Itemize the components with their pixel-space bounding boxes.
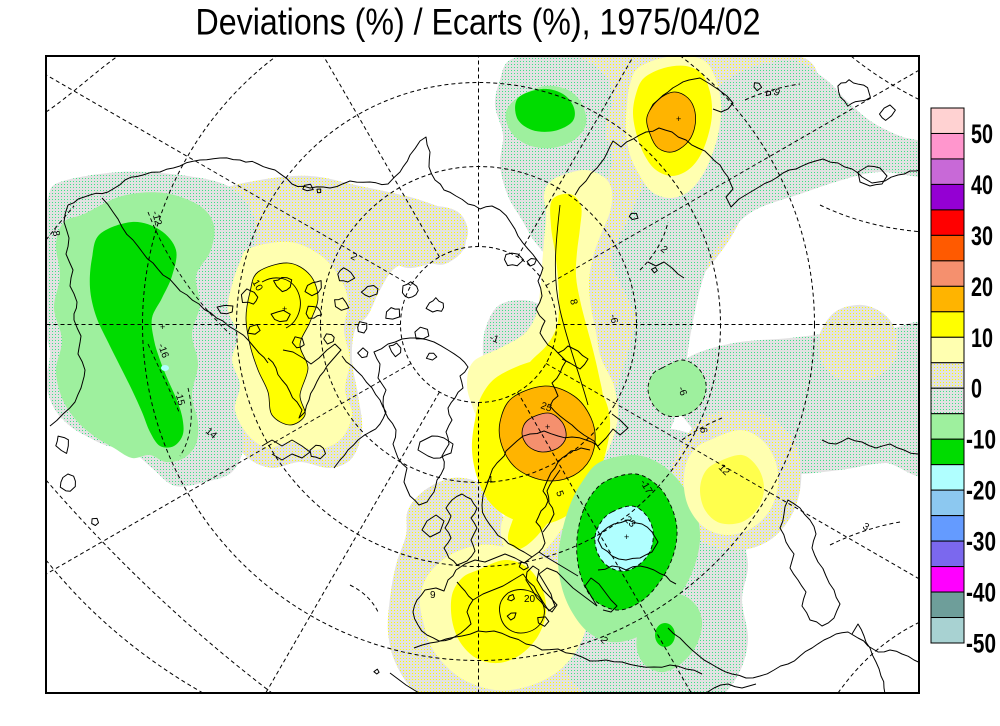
svg-text:+: + <box>160 322 165 332</box>
svg-text:30: 30 <box>971 221 993 251</box>
svg-text:10: 10 <box>971 323 993 353</box>
svg-text:+: + <box>545 422 550 432</box>
svg-text:+: + <box>676 114 681 124</box>
svg-text:+: + <box>282 304 287 314</box>
svg-text:2: 2 <box>349 251 360 264</box>
svg-text:0: 0 <box>971 374 982 404</box>
svg-text:4: 4 <box>487 475 493 486</box>
svg-text:-6: -6 <box>675 385 689 398</box>
svg-text:3: 3 <box>861 521 872 534</box>
svg-text:-15: -15 <box>172 390 186 407</box>
svg-text:20: 20 <box>971 272 993 302</box>
svg-text:8: 8 <box>567 298 579 307</box>
svg-text:-6: -6 <box>607 314 619 325</box>
svg-text:-40: -40 <box>966 578 996 608</box>
svg-text:-16: -16 <box>155 342 170 360</box>
svg-text:2: 2 <box>658 244 670 256</box>
svg-text:-20: -20 <box>966 476 996 506</box>
svg-text:2: 2 <box>598 635 610 647</box>
svg-text:50: 50 <box>971 119 993 149</box>
svg-text:40: 40 <box>971 170 993 200</box>
svg-text:-50: -50 <box>966 629 996 659</box>
svg-text:20: 20 <box>524 594 536 605</box>
svg-text:10: 10 <box>249 278 264 294</box>
svg-text:5: 5 <box>553 489 565 498</box>
svg-text:-12: -12 <box>149 210 163 227</box>
svg-text:+: + <box>624 532 629 542</box>
svg-text:6: 6 <box>697 427 709 435</box>
svg-text:-30: -30 <box>966 527 996 557</box>
svg-text:-10: -10 <box>966 425 996 455</box>
svg-text:-8: -8 <box>49 227 61 238</box>
svg-text:-1: -1 <box>488 332 501 346</box>
svg-text:25: 25 <box>539 400 554 414</box>
svg-text:9: 9 <box>430 590 436 601</box>
svg-text:Deviations (%) / Ecarts (%), 1: Deviations (%) / Ecarts (%), 1975/04/02 <box>196 2 761 43</box>
